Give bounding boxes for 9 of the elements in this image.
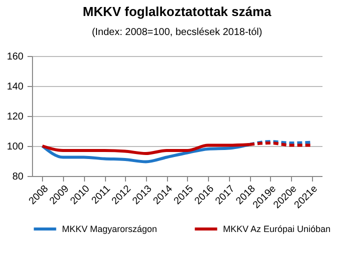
legend-label: MKKV Az Európai Unióban bbox=[223, 224, 331, 234]
chart-title: MKKV foglalkoztatottak száma bbox=[82, 4, 272, 19]
chart-subtitle: (Index: 2008=100, becslések 2018-tól) bbox=[92, 27, 262, 38]
y-tick-label: 80 bbox=[12, 172, 24, 182]
legend-label: MKKV Magyarországon bbox=[62, 224, 158, 234]
y-tick-label: 120 bbox=[6, 112, 24, 122]
y-tick-label: 140 bbox=[6, 82, 24, 92]
y-tick-label: 100 bbox=[6, 142, 24, 152]
y-tick-label: 160 bbox=[6, 52, 24, 62]
